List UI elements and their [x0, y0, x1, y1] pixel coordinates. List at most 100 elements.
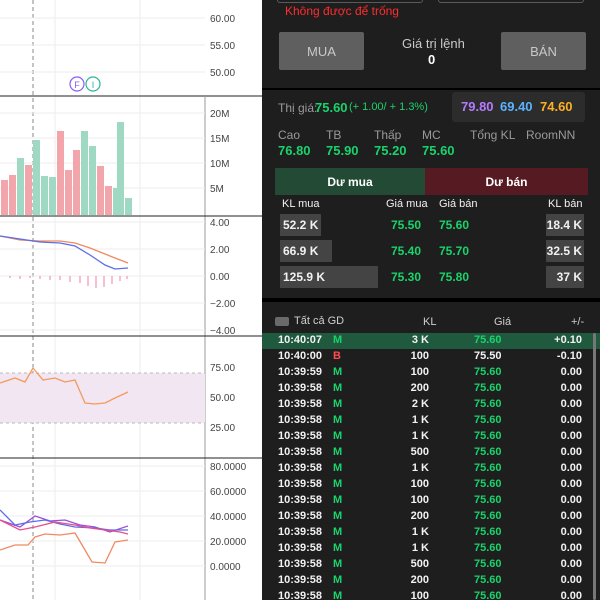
- trades-header-change: +/-: [571, 316, 585, 328]
- order-value-label: Giá trị lệnh: [402, 36, 465, 51]
- stoch-axis-label: 0.0000: [210, 562, 241, 573]
- trade-filter-label: Tất cả GD: [294, 315, 345, 327]
- trade-row[interactable]: 10:39:58 M 200 75.60 0.00: [262, 509, 600, 525]
- trade-volume: 1 K: [411, 462, 429, 474]
- trade-row[interactable]: 10:39:59 M 100 75.60 0.00: [262, 365, 600, 381]
- trade-change: 0.00: [560, 382, 582, 394]
- orderbook-row[interactable]: 52.2 K 75.50 75.60 18.4 K: [262, 214, 600, 236]
- macd-histogram: [9, 276, 128, 288]
- order-value: 0: [428, 52, 436, 67]
- trade-row[interactable]: 10:39:58 M 200 75.60 0.00: [262, 381, 600, 397]
- trade-side: M: [333, 574, 343, 586]
- volume-axis-label: 20M: [210, 109, 229, 120]
- ask-volume: 37 K: [556, 270, 582, 284]
- stat-label-low: Thấp: [374, 128, 402, 142]
- trade-list-scrollbar[interactable]: [593, 333, 596, 600]
- trade-filter[interactable]: Tất cả GD: [275, 315, 365, 329]
- trade-row[interactable]: 10:39:58 M 200 75.60 0.00: [262, 573, 600, 589]
- trade-volume: 500: [410, 558, 429, 570]
- trade-change: -0.10: [556, 350, 582, 362]
- trade-change: 0.00: [560, 414, 582, 426]
- trade-volume: 100: [410, 494, 429, 506]
- sell-button[interactable]: BÁN: [501, 32, 586, 70]
- stat-label-avg: TB: [326, 128, 342, 142]
- trade-change: 0.00: [560, 430, 582, 442]
- trade-time: 10:39:58: [278, 558, 323, 570]
- trade-volume: 1 K: [411, 526, 429, 538]
- bid-volume: 66.9 K: [283, 244, 319, 258]
- bid-volume: 52.2 K: [283, 218, 319, 232]
- stoch-axis-label: 80.0000: [210, 462, 247, 473]
- trade-row[interactable]: 10:40:07 M 3 K 75.60 +0.10: [262, 333, 600, 349]
- trade-change: 0.00: [560, 590, 582, 600]
- indicator-line: [0, 532, 129, 564]
- trade-volume: 200: [410, 382, 429, 394]
- trade-volume: 500: [410, 446, 429, 458]
- trade-side: M: [333, 510, 343, 522]
- volume-input[interactable]: [438, 0, 584, 3]
- chart-svg: 60.00 55.00 50.00 F I: [0, 0, 262, 600]
- price-input[interactable]: [277, 0, 423, 3]
- trade-row[interactable]: 10:39:58 M 1 K 75.60 0.00: [262, 413, 600, 429]
- trade-volume: 200: [410, 510, 429, 522]
- trade-change: 0.00: [560, 542, 582, 554]
- foreign-flow-badge-i[interactable]: I: [85, 76, 101, 92]
- volume-bars: [1, 122, 132, 215]
- trading-panel: Không được để trống MUA Giá trị lệnh 0 B…: [262, 0, 600, 600]
- trade-row[interactable]: 10:39:58 M 500 75.60 0.00: [262, 557, 600, 573]
- orderbook-row[interactable]: 66.9 K 75.40 75.70 32.5 K: [262, 240, 600, 262]
- trade-price: 75.60: [474, 478, 502, 490]
- trade-row[interactable]: 10:39:58 M 1 K 75.60 0.00: [262, 429, 600, 445]
- buy-button[interactable]: MUA: [279, 32, 364, 70]
- trade-time: 10:39:58: [278, 382, 323, 394]
- trade-price: 75.60: [474, 574, 502, 586]
- trade-row[interactable]: 10:39:58 M 100 75.60 0.00: [262, 493, 600, 509]
- trade-time: 10:39:58: [278, 430, 323, 442]
- trade-row[interactable]: 10:39:58 M 500 75.60 0.00: [262, 445, 600, 461]
- trade-side: M: [333, 462, 343, 474]
- trade-row[interactable]: 10:39:58 M 1 K 75.60 0.00: [262, 525, 600, 541]
- bid-price: 75.30: [391, 270, 422, 284]
- ceiling-price: 79.80: [461, 99, 494, 114]
- trade-change: 0.00: [560, 478, 582, 490]
- trade-row[interactable]: 10:39:58 M 100 75.60 0.00: [262, 589, 600, 600]
- trade-row[interactable]: 10:40:00 B 100 75.50 -0.10: [262, 349, 600, 365]
- orderbook-row[interactable]: 125.9 K 75.30 75.80 37 K: [262, 266, 600, 288]
- stat-match: 75.60: [422, 143, 455, 158]
- trade-change: 0.00: [560, 446, 582, 458]
- trade-row[interactable]: 10:39:58 M 100 75.60 0.00: [262, 477, 600, 493]
- trade-time: 10:39:58: [278, 510, 323, 522]
- trade-side: M: [333, 446, 343, 458]
- foreign-flow-badge-f[interactable]: F: [69, 76, 85, 92]
- trade-side: M: [333, 542, 343, 554]
- trade-volume: 3 K: [411, 334, 429, 346]
- trade-row[interactable]: 10:39:58 M 1 K 75.60 0.00: [262, 541, 600, 557]
- trade-volume: 1 K: [411, 542, 429, 554]
- trade-time: 10:39:58: [278, 542, 323, 554]
- trade-side: M: [333, 414, 343, 426]
- trade-change: 0.00: [560, 494, 582, 506]
- trade-side: M: [333, 590, 343, 600]
- indicator-line: [0, 519, 129, 535]
- rsi-axis-label: 50.00: [210, 393, 235, 404]
- trade-row[interactable]: 10:39:58 M 1 K 75.60 0.00: [262, 461, 600, 477]
- chart-area[interactable]: 60.00 55.00 50.00 F I: [0, 0, 262, 600]
- trade-row[interactable]: 10:39:58 M 2 K 75.60 0.00: [262, 397, 600, 413]
- trade-time: 10:39:58: [278, 494, 323, 506]
- trade-time: 10:39:58: [278, 590, 323, 600]
- stat-label-total-volume: Tổng KL: [470, 128, 516, 142]
- stat-low: 75.20: [374, 143, 407, 158]
- trade-price: 75.50: [474, 350, 502, 362]
- trade-volume: 1 K: [411, 414, 429, 426]
- trade-volume: 100: [410, 366, 429, 378]
- macd-axis-label: 2.00: [210, 245, 230, 256]
- tab-buy-surplus[interactable]: Dư mua: [275, 168, 425, 195]
- ask-volume: 18.4 K: [546, 218, 582, 232]
- trade-time: 10:39:58: [278, 446, 323, 458]
- orderbook-header-bid-vol: KL mua: [282, 198, 320, 210]
- rsi-line: [0, 366, 129, 405]
- trade-change: 0.00: [560, 510, 582, 522]
- tab-sell-surplus[interactable]: Dư bán: [425, 168, 588, 195]
- trade-volume: 200: [410, 574, 429, 586]
- trade-change: 0.00: [560, 398, 582, 410]
